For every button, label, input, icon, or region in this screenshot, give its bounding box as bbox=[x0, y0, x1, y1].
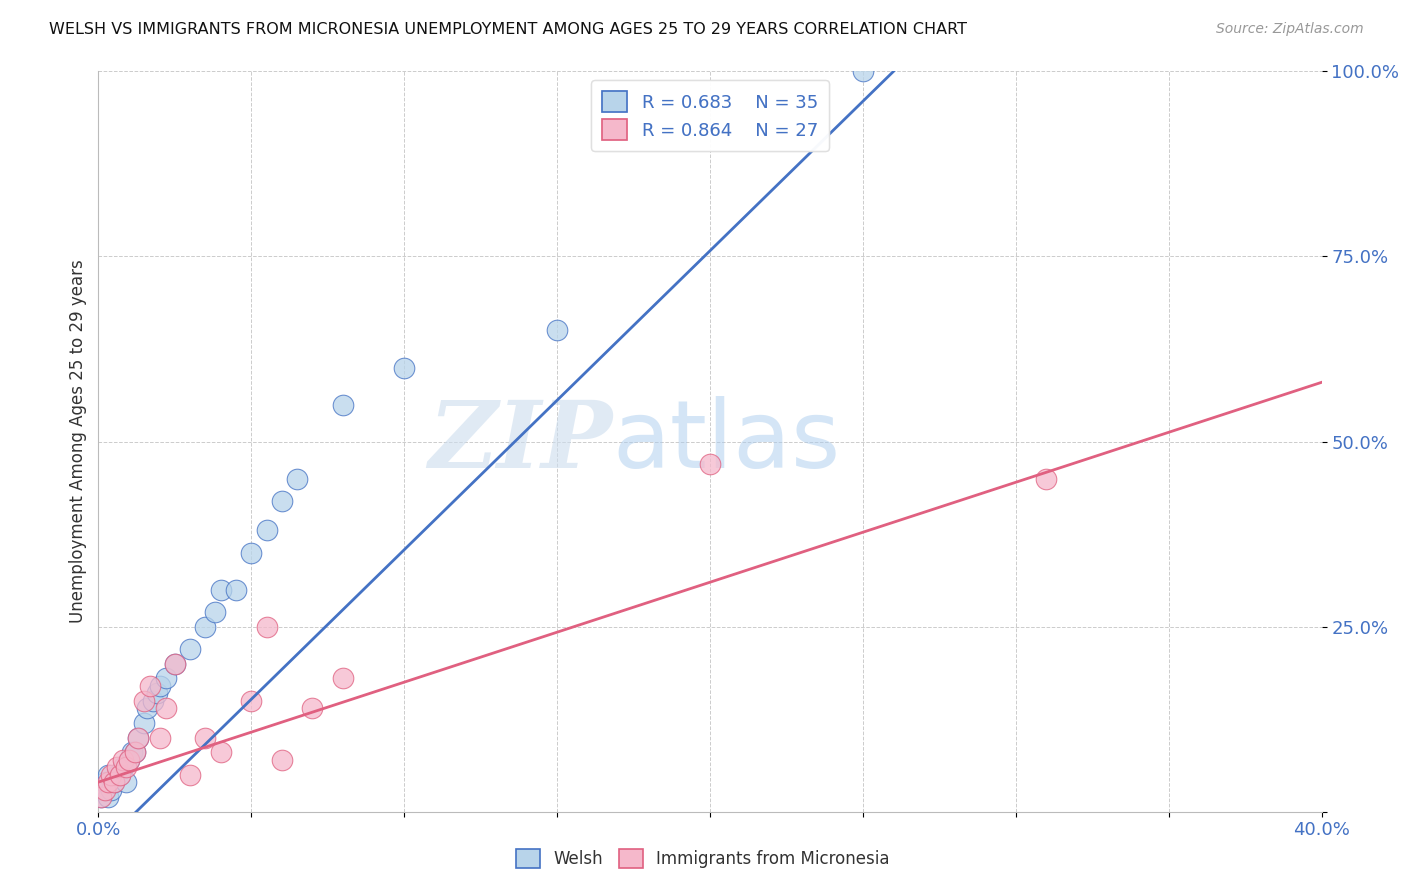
Point bbox=[121, 746, 143, 760]
Point bbox=[127, 731, 149, 745]
Point bbox=[163, 657, 186, 671]
Point bbox=[124, 746, 146, 760]
Point bbox=[301, 701, 323, 715]
Point bbox=[332, 672, 354, 686]
Point bbox=[103, 775, 125, 789]
Point bbox=[105, 767, 128, 781]
Point bbox=[97, 775, 120, 789]
Point bbox=[546, 324, 568, 338]
Point bbox=[111, 753, 134, 767]
Point bbox=[270, 493, 292, 508]
Point bbox=[149, 731, 172, 745]
Point bbox=[194, 731, 217, 745]
Point bbox=[97, 789, 120, 804]
Point bbox=[270, 753, 292, 767]
Legend: R = 0.683    N = 35, R = 0.864    N = 27: R = 0.683 N = 35, R = 0.864 N = 27 bbox=[591, 80, 830, 151]
Point bbox=[124, 746, 146, 760]
Point bbox=[105, 760, 128, 774]
Point bbox=[136, 701, 159, 715]
Point bbox=[149, 679, 172, 693]
Text: ZIP: ZIP bbox=[427, 397, 612, 486]
Text: Source: ZipAtlas.com: Source: ZipAtlas.com bbox=[1216, 22, 1364, 37]
Point bbox=[209, 582, 232, 597]
Point bbox=[115, 760, 138, 774]
Point bbox=[332, 398, 354, 412]
Point bbox=[163, 657, 186, 671]
Point bbox=[155, 672, 177, 686]
Point bbox=[142, 694, 165, 708]
Point bbox=[209, 746, 232, 760]
Point bbox=[108, 767, 131, 781]
Point bbox=[240, 694, 263, 708]
Point bbox=[1035, 471, 1057, 485]
Point bbox=[240, 546, 263, 560]
Point bbox=[90, 789, 112, 804]
Point bbox=[145, 686, 167, 700]
Point bbox=[93, 782, 115, 797]
Point bbox=[179, 767, 201, 781]
Point bbox=[93, 775, 115, 789]
Point bbox=[392, 360, 416, 375]
Point bbox=[134, 715, 156, 730]
Point bbox=[256, 524, 278, 538]
Point bbox=[93, 782, 115, 797]
Point bbox=[256, 619, 278, 633]
Point bbox=[155, 701, 177, 715]
Point bbox=[118, 753, 141, 767]
Point bbox=[100, 767, 122, 781]
Point bbox=[103, 775, 125, 789]
Point bbox=[97, 767, 120, 781]
Point bbox=[111, 760, 134, 774]
Point bbox=[118, 753, 141, 767]
Point bbox=[139, 679, 162, 693]
Text: atlas: atlas bbox=[612, 395, 841, 488]
Y-axis label: Unemployment Among Ages 25 to 29 years: Unemployment Among Ages 25 to 29 years bbox=[69, 260, 87, 624]
Point bbox=[699, 457, 721, 471]
Point bbox=[134, 694, 156, 708]
Point bbox=[90, 789, 112, 804]
Point bbox=[108, 767, 131, 781]
Text: WELSH VS IMMIGRANTS FROM MICRONESIA UNEMPLOYMENT AMONG AGES 25 TO 29 YEARS CORRE: WELSH VS IMMIGRANTS FROM MICRONESIA UNEM… bbox=[49, 22, 967, 37]
Point bbox=[115, 775, 138, 789]
Point bbox=[179, 641, 201, 656]
Point bbox=[225, 582, 247, 597]
Legend: Welsh, Immigrants from Micronesia: Welsh, Immigrants from Micronesia bbox=[510, 842, 896, 875]
Point bbox=[127, 731, 149, 745]
Point bbox=[204, 605, 226, 619]
Point bbox=[852, 64, 875, 78]
Point bbox=[285, 471, 308, 485]
Point bbox=[100, 782, 122, 797]
Point bbox=[194, 619, 217, 633]
